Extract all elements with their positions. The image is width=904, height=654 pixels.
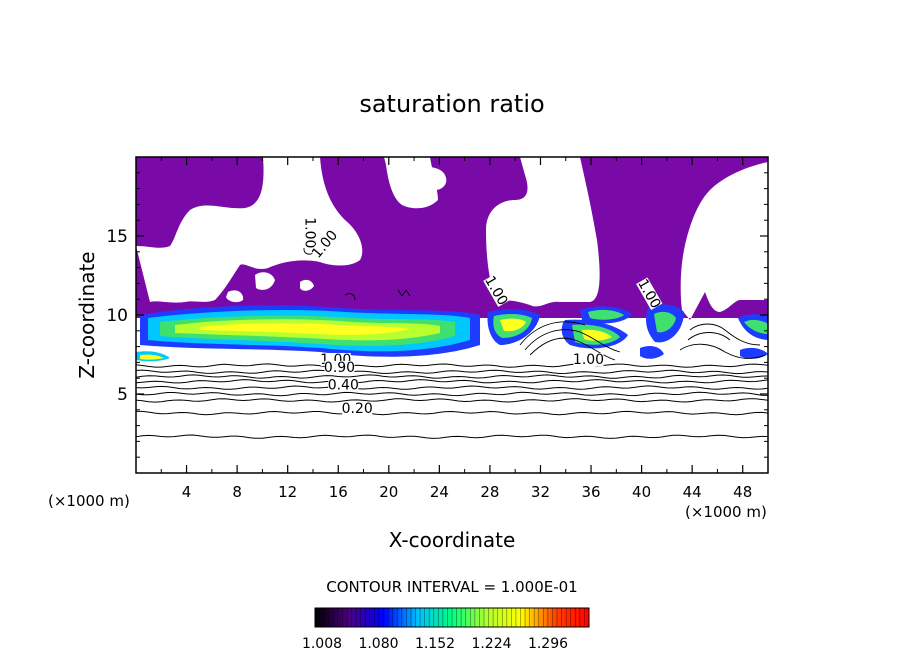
- contour-label-bg: [636, 277, 663, 311]
- colorbar-ticks: [314, 608, 590, 627]
- x-tick-label: 28: [480, 483, 499, 501]
- contour-label-bg: [328, 378, 359, 392]
- contour-line: [136, 369, 768, 375]
- contour-lines: [136, 363, 768, 439]
- contour-line: [136, 391, 768, 397]
- contour-label-bg: [310, 228, 340, 260]
- x-tick-label: 48: [733, 483, 752, 501]
- contour-label-bg: [342, 401, 373, 415]
- x-tick-label: 20: [379, 483, 398, 501]
- contour-line: [136, 410, 768, 416]
- contour-label: 1.00: [573, 352, 604, 368]
- x-tick-label: 16: [329, 483, 348, 501]
- y-axis-ticks: 5 10 15: [106, 172, 768, 458]
- colorbar: 1.008 1.080 1.152 1.224 1.296: [302, 607, 590, 652]
- x-axis-label: X-coordinate: [389, 528, 516, 552]
- purple-region: [136, 157, 768, 320]
- contour-line: [136, 374, 768, 379]
- colorbar-label: 1.080: [358, 636, 398, 652]
- y-tick-label: 10: [106, 306, 128, 326]
- x-tick-label: 24: [430, 483, 449, 501]
- plot-content: [136, 157, 768, 473]
- y-tick-label: 5: [117, 385, 128, 405]
- contour-line: [136, 398, 768, 403]
- colorbar-label: 1.296: [528, 636, 568, 652]
- contour-label: 0.40: [328, 377, 359, 393]
- contour-label: 0.20: [342, 401, 373, 417]
- colorbar-label: 1.152: [415, 636, 455, 652]
- x-tick-label: 32: [531, 483, 550, 501]
- x-axis-ticks: 4 8 12 16 20 24 28 32 36 40 44 48: [160, 157, 752, 501]
- contour-line: [136, 379, 768, 384]
- x-tick-label: 36: [581, 483, 600, 501]
- x-tick-label: 40: [632, 483, 651, 501]
- x-tick-label: 44: [683, 483, 702, 501]
- contour-line: [136, 385, 768, 390]
- colorbar-label: 1.224: [471, 636, 511, 652]
- supersaturated-cloud-band: [136, 304, 768, 362]
- contour-label-bg: [303, 217, 317, 248]
- x-tick-label: 12: [278, 483, 297, 501]
- y-tick-label: 15: [106, 227, 128, 247]
- contour-label: 0.90: [324, 360, 355, 376]
- contour-label-bg: [324, 360, 355, 374]
- colorbar-label: 1.008: [302, 636, 342, 652]
- contour-line: [136, 434, 768, 439]
- contour-label-bg: [483, 274, 510, 307]
- colorbar-labels: 1.008 1.080 1.152 1.224 1.296: [302, 636, 568, 652]
- y-axis-label: Z-coordinate: [75, 251, 99, 378]
- x-unit-right: (×1000 m): [685, 503, 767, 521]
- x-unit-left: (×1000 m): [48, 492, 130, 510]
- chart-title: saturation ratio: [359, 90, 544, 118]
- x-tick-label: 8: [232, 483, 242, 501]
- x-tick-label: 4: [182, 483, 192, 501]
- contour-label: 1.00: [301, 217, 317, 248]
- contour-line: [136, 363, 768, 368]
- contour-interval-text: CONTOUR INTERVAL = 1.000E-01: [326, 578, 577, 596]
- contour-label-bg: [573, 352, 604, 366]
